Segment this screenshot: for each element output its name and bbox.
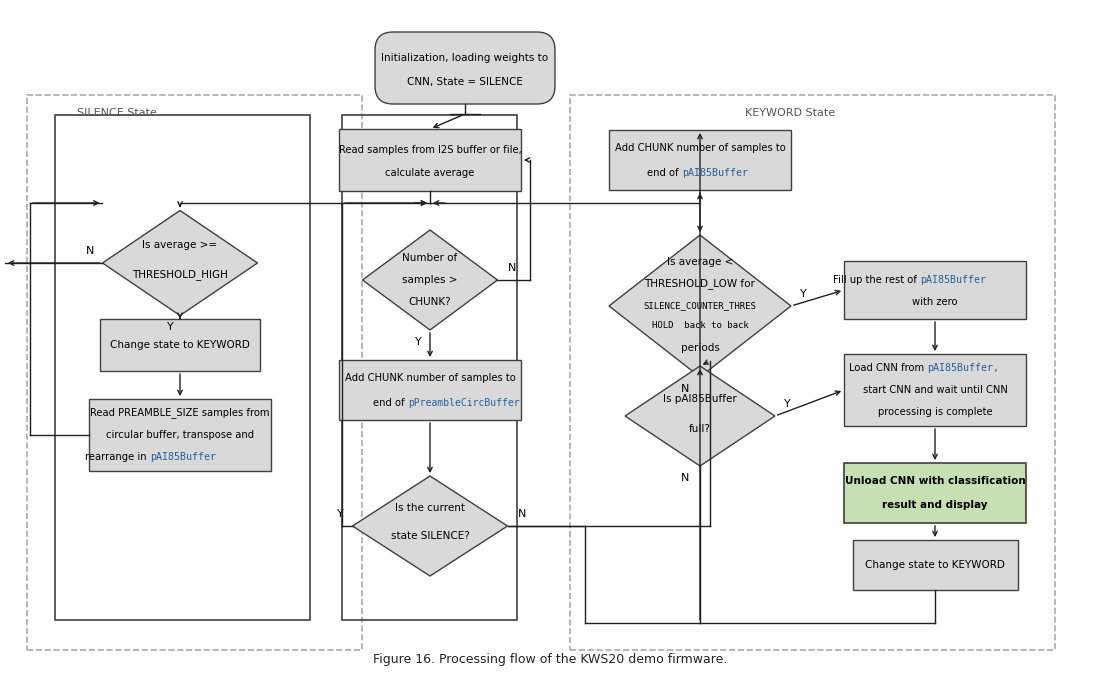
Text: pPreambleCircBuffer: pPreambleCircBuffer: [408, 398, 519, 408]
FancyBboxPatch shape: [89, 399, 271, 471]
Text: Change state to KEYWORD: Change state to KEYWORD: [110, 340, 250, 350]
Text: Y: Y: [415, 337, 421, 347]
Text: Change state to KEYWORD: Change state to KEYWORD: [865, 560, 1005, 570]
Text: Number of: Number of: [403, 253, 458, 263]
Text: CNN, State = SILENCE: CNN, State = SILENCE: [407, 77, 522, 87]
Text: pAI85Buffer,: pAI85Buffer,: [927, 363, 999, 373]
Text: Read samples from I2S buffer or file,: Read samples from I2S buffer or file,: [339, 145, 521, 155]
Text: Unload CNN with classification: Unload CNN with classification: [845, 476, 1025, 486]
Text: SILENCE_COUNTER_THRES: SILENCE_COUNTER_THRES: [644, 302, 757, 311]
Text: SILENCE State: SILENCE State: [77, 108, 157, 118]
Text: pAI85Buffer: pAI85Buffer: [150, 452, 216, 462]
Text: state SILENCE?: state SILENCE?: [390, 531, 470, 541]
Text: processing is complete: processing is complete: [878, 407, 992, 417]
Text: Fill up the rest of: Fill up the rest of: [833, 275, 920, 285]
Text: Y: Y: [800, 289, 806, 299]
FancyBboxPatch shape: [100, 319, 260, 371]
Text: THRESHOLD_HIGH: THRESHOLD_HIGH: [132, 270, 228, 281]
Text: Figure 16. Processing flow of the KWS20 demo firmware.: Figure 16. Processing flow of the KWS20 …: [373, 654, 727, 666]
Text: Add CHUNK number of samples to: Add CHUNK number of samples to: [344, 373, 516, 383]
Text: Read PREAMBLE_SIZE samples from: Read PREAMBLE_SIZE samples from: [90, 407, 270, 418]
Text: calculate average: calculate average: [385, 168, 475, 178]
Text: end of: end of: [373, 398, 408, 408]
Text: N: N: [86, 246, 95, 256]
Polygon shape: [363, 230, 497, 330]
FancyBboxPatch shape: [339, 129, 521, 191]
Text: Y: Y: [166, 323, 174, 332]
Text: with zero: with zero: [912, 297, 958, 307]
FancyBboxPatch shape: [844, 463, 1026, 523]
Text: start CNN and wait until CNN: start CNN and wait until CNN: [862, 385, 1008, 395]
Polygon shape: [609, 235, 791, 377]
Text: Load CNN from: Load CNN from: [849, 363, 927, 373]
Text: Y: Y: [783, 399, 791, 409]
Text: Is average <: Is average <: [667, 257, 734, 267]
Text: CHUNK?: CHUNK?: [409, 297, 451, 307]
Text: Y: Y: [337, 509, 344, 519]
Text: pAI85Buffer: pAI85Buffer: [682, 168, 748, 178]
FancyBboxPatch shape: [609, 130, 791, 190]
Text: periods: periods: [681, 343, 719, 353]
FancyBboxPatch shape: [852, 540, 1018, 590]
Text: N: N: [518, 509, 527, 519]
FancyBboxPatch shape: [844, 354, 1026, 426]
Text: rearrange in: rearrange in: [86, 452, 150, 462]
Text: Is the current: Is the current: [395, 503, 465, 513]
FancyBboxPatch shape: [375, 32, 556, 104]
Text: samples >: samples >: [403, 275, 458, 285]
Text: end of: end of: [647, 168, 682, 178]
Text: result and display: result and display: [882, 500, 988, 510]
Text: Initialization, loading weights to: Initialization, loading weights to: [382, 53, 549, 63]
Text: N: N: [681, 384, 690, 394]
Text: Add CHUNK number of samples to: Add CHUNK number of samples to: [615, 143, 785, 153]
Text: N: N: [508, 263, 517, 273]
Text: Is average >=: Is average >=: [142, 240, 218, 250]
Text: pAI85Buffer: pAI85Buffer: [920, 275, 986, 285]
Text: circular buffer, transpose and: circular buffer, transpose and: [106, 430, 254, 440]
Polygon shape: [352, 476, 507, 576]
Text: HOLD  back to back: HOLD back to back: [651, 321, 748, 330]
Polygon shape: [625, 366, 776, 466]
Polygon shape: [102, 210, 257, 315]
Text: KEYWORD State: KEYWORD State: [745, 108, 835, 118]
Text: Is pAI85Buffer: Is pAI85Buffer: [663, 394, 737, 404]
FancyBboxPatch shape: [844, 261, 1026, 319]
Text: full?: full?: [689, 424, 711, 434]
FancyBboxPatch shape: [339, 360, 521, 420]
Text: THRESHOLD_LOW for: THRESHOLD_LOW for: [645, 279, 756, 290]
Text: N: N: [681, 473, 690, 483]
